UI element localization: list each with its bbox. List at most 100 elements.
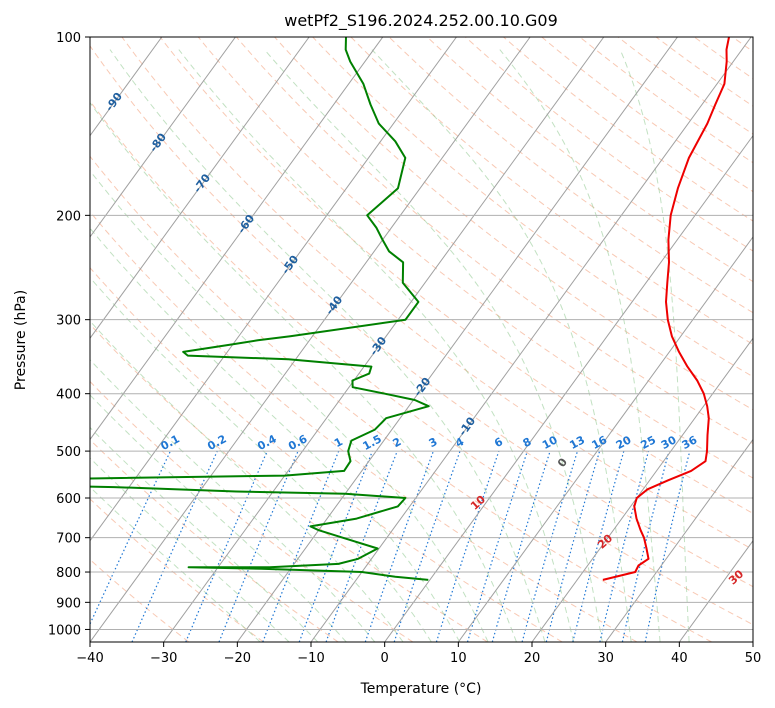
mixing-ratio-line	[521, 450, 579, 642]
x-tick-label: 30	[597, 651, 614, 666]
moist-adiabat-line	[371, 49, 632, 642]
dry-adiabat-line	[732, 37, 753, 53]
mixing-ratio-label: 3	[427, 435, 440, 450]
isotherm-line	[90, 37, 236, 238]
y-tick-label: 200	[56, 209, 81, 224]
moist-adiabat-line	[109, 49, 546, 642]
y-tick-label: 1000	[48, 623, 81, 638]
mixing-ratio-label: 36	[680, 433, 700, 452]
isotherm-line	[90, 37, 457, 542]
mixing-ratio-label: 25	[638, 433, 658, 452]
moist-adiabat-line	[90, 457, 290, 642]
moist-adiabat-line	[619, 49, 690, 642]
dry-adiabat-line	[90, 45, 753, 588]
plot-area: -100-90-80-70-60-50-40-30-20-10010203040…	[57, 37, 775, 642]
mixing-ratio-line	[491, 450, 551, 642]
dry-adiabat-line	[771, 37, 775, 642]
moist-adiabat-line	[264, 49, 603, 642]
mixing-ratio-label: 8	[521, 435, 534, 450]
y-tick-label: 900	[56, 596, 81, 611]
isotherm-label: -50	[279, 253, 301, 277]
isotherm-line	[236, 37, 678, 642]
mixing-ratio-label: 10	[540, 433, 560, 452]
moist-adiabats	[90, 49, 690, 642]
dry-adiabat-line	[90, 498, 264, 642]
dry-adiabat-line	[503, 37, 753, 222]
dewpoint-profile	[90, 37, 430, 581]
dry-adiabat-line	[90, 100, 753, 626]
isotherms	[90, 37, 753, 642]
mixing-ratio-line	[218, 450, 299, 642]
mixing-ratio-line	[545, 450, 601, 642]
dry-adiabat-line	[90, 211, 638, 642]
isotherm-label: -40	[323, 293, 345, 317]
y-tick-label: 300	[56, 314, 81, 329]
isotherm-line	[678, 539, 753, 642]
dry-adiabat-line	[465, 37, 753, 252]
y-tick-label: 400	[56, 388, 81, 403]
y-tick-label: 100	[56, 31, 81, 46]
dry-adiabat-line	[541, 37, 753, 193]
mixing-ratio-label: 0.6	[286, 432, 310, 453]
dry-adiabat-line	[694, 37, 753, 80]
dry-adiabat-line	[121, 37, 753, 551]
moist-adiabat-line	[90, 276, 432, 642]
isotherm-label: -100	[57, 46, 84, 76]
chart-title: wetPf2_S196.2024.252.00.10.G09	[284, 11, 558, 31]
y-tick-label: 500	[56, 445, 81, 460]
mixing-ratio-line	[364, 450, 434, 642]
y-tick-label: 800	[56, 566, 81, 581]
dry-adiabat-line	[426, 37, 753, 283]
x-tick-label: −10	[297, 651, 324, 666]
dry-adiabat-label: 20	[595, 531, 615, 551]
mixing-ratio-line	[393, 450, 461, 642]
isotherm-line	[90, 37, 531, 642]
dry-adiabat-line	[90, 380, 414, 642]
isotherm-line	[531, 337, 753, 642]
mixing-ratio-line	[466, 450, 528, 642]
x-tick-label: −20	[224, 651, 251, 666]
dry-adiabat-line	[388, 37, 753, 314]
y-axis: 100 200 300 400 500 600 700 800 900 1000	[48, 31, 90, 638]
y-axis-label: Pressure (hPa)	[13, 290, 29, 390]
dry-adiabat-line	[274, 37, 753, 411]
moist-adiabat-line	[499, 49, 661, 642]
isotherm-line	[90, 37, 384, 441]
dry-adiabat-label: 10	[468, 493, 488, 513]
dry-adiabat-line	[90, 323, 488, 642]
mixing-ratio-line	[131, 450, 218, 642]
temperature-profile	[602, 37, 730, 581]
x-tick-label: −40	[76, 651, 103, 666]
mixing-ratio-line	[185, 450, 268, 642]
plot-frame	[89, 36, 754, 643]
moist-adiabat-line	[90, 359, 376, 642]
x-tick-label: 50	[745, 651, 762, 666]
mixing-ratio-line	[262, 450, 340, 642]
mixing-ratio-label: 16	[590, 433, 610, 452]
isotherm-line	[457, 236, 753, 642]
dry-adiabat-line	[617, 37, 753, 135]
mixing-ratio-line	[298, 450, 373, 642]
mixing-ratio-line	[572, 450, 625, 642]
mixing-ratio-label: 2	[391, 435, 404, 450]
isotherm-zero-label: 0	[555, 456, 570, 470]
x-axis-label: Temperature (°C)	[360, 681, 482, 697]
mixing-ratio-label: 13	[567, 433, 587, 452]
mixing-ratio-label: 0.1	[159, 432, 182, 453]
dry-adiabat-line	[159, 37, 753, 514]
x-tick-label: 20	[524, 651, 541, 666]
isotherm-label: -20	[411, 375, 433, 399]
dry-adiabat-line	[236, 37, 753, 445]
dry-adiabats	[90, 37, 775, 642]
mixing-ratio-label: 0.4	[255, 432, 279, 453]
x-tick-label: 0	[381, 651, 389, 666]
mixing-ratio-line	[90, 450, 171, 626]
x-tick-label: 40	[671, 651, 688, 666]
sounding-profiles	[90, 37, 730, 581]
isotherm-line	[90, 37, 310, 340]
isotherm-label: -90	[103, 90, 125, 114]
moist-adiabat-line	[178, 49, 575, 642]
isotherm-line	[310, 37, 752, 642]
dry-adiabat-label: 30	[726, 567, 746, 587]
